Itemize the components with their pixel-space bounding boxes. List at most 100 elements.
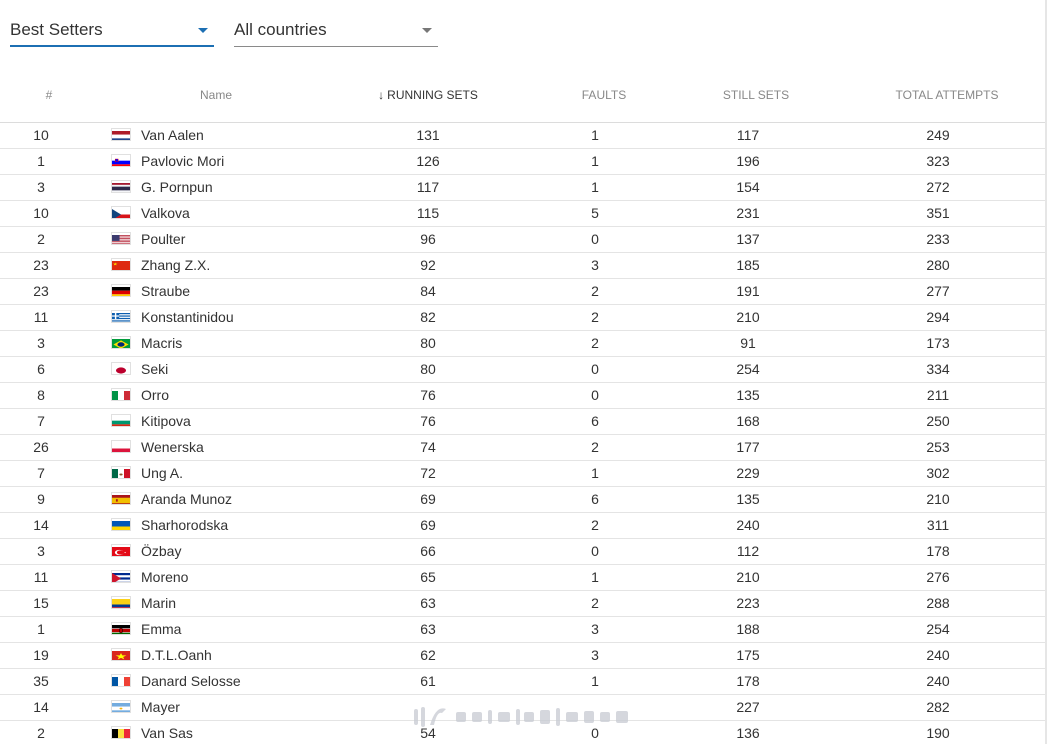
- country-select[interactable]: All countries: [234, 14, 438, 47]
- row-rank: 3: [37, 543, 45, 559]
- table-row[interactable]: 9 Aranda Munoz 69 6 135 210: [0, 487, 1045, 513]
- player-name[interactable]: D.T.L.Oanh: [141, 647, 212, 663]
- player-name[interactable]: Ung A.: [141, 465, 184, 481]
- header-running-sets-label: RUNNING SETS: [387, 88, 478, 102]
- total-attempts-value: 233: [926, 231, 950, 247]
- scrollbar[interactable]: [1045, 0, 1047, 744]
- table-row[interactable]: 1 Pavlovic Mori 126 1 196 323: [0, 149, 1045, 175]
- total-attempts-value: 272: [926, 179, 950, 195]
- still-sets-value: 112: [736, 543, 760, 559]
- table-row[interactable]: 11 Moreno 65 1 210 276: [0, 565, 1045, 591]
- table-row[interactable]: 6 Seki 80 0 254 334: [0, 357, 1045, 383]
- running-sets-value: 72: [420, 465, 436, 481]
- player-name[interactable]: Van Aalen: [141, 127, 204, 143]
- country-flag-icon: [111, 414, 131, 427]
- table-row[interactable]: 14 Mayer 227 282: [0, 695, 1045, 721]
- player-name[interactable]: Marin: [141, 595, 177, 611]
- player-name[interactable]: Macris: [141, 335, 183, 351]
- running-sets-value: 66: [420, 543, 436, 559]
- country-flag-icon: [111, 336, 131, 349]
- row-rank: 7: [37, 413, 45, 429]
- stat-category-select[interactable]: Best Setters: [10, 14, 214, 47]
- table-row[interactable]: 19 D.T.L.Oanh 62 3 175 240: [0, 643, 1045, 669]
- faults-value: 6: [591, 491, 599, 507]
- player-name[interactable]: Danard Selosse: [141, 673, 241, 689]
- running-sets-value: 84: [420, 283, 436, 299]
- player-name[interactable]: Emma: [141, 621, 182, 637]
- table-row[interactable]: 2 Poulter 96 0 137 233: [0, 227, 1045, 253]
- table-row[interactable]: 2 Van Sas 54 0 136 190: [0, 721, 1045, 744]
- player-name[interactable]: Aranda Munoz: [141, 491, 233, 507]
- faults-value: 3: [591, 647, 599, 663]
- still-sets-value: 210: [736, 309, 760, 325]
- faults-value: 0: [591, 387, 599, 403]
- table-row[interactable]: 3 Macris 80 2 91 173: [0, 331, 1045, 357]
- running-sets-value: 76: [420, 413, 436, 429]
- player-name[interactable]: Wenerska: [141, 439, 204, 455]
- header-name[interactable]: Name: [199, 88, 232, 102]
- country-flag-icon: [111, 258, 131, 271]
- table-row[interactable]: 23 Straube 84 2 191 277: [0, 279, 1045, 305]
- player-name[interactable]: Seki: [141, 361, 169, 377]
- table-row[interactable]: 23 Zhang Z.X. 92 3 185 280: [0, 253, 1045, 279]
- player-name[interactable]: Van Sas: [141, 725, 193, 741]
- player-name[interactable]: Poulter: [141, 231, 186, 247]
- header-total-attempts[interactable]: TOTAL ATTEMPTS: [895, 88, 999, 102]
- faults-value: 6: [591, 413, 599, 429]
- player-name[interactable]: Pavlovic Mori: [141, 153, 225, 169]
- table-row[interactable]: 11 Konstantinidou 82 2 210 294: [0, 305, 1045, 331]
- total-attempts-value: 250: [926, 413, 950, 429]
- table-row[interactable]: 3 Özbay 66 0 112 178: [0, 539, 1045, 565]
- row-rank: 23: [33, 283, 49, 299]
- country-flag-icon: [111, 128, 131, 141]
- header-rank[interactable]: #: [45, 88, 53, 102]
- player-name[interactable]: Özbay: [141, 543, 182, 559]
- table-row[interactable]: 26 Wenerska 74 2 177 253: [0, 435, 1045, 461]
- total-attempts-value: 323: [926, 153, 950, 169]
- total-attempts-value: 334: [926, 361, 950, 377]
- running-sets-value: 54: [420, 725, 436, 741]
- running-sets-value: 131: [416, 127, 440, 143]
- header-faults[interactable]: FAULTS: [581, 88, 627, 102]
- player-name[interactable]: Moreno: [141, 569, 189, 585]
- table-row[interactable]: 14 Sharhorodska 69 2 240 311: [0, 513, 1045, 539]
- row-rank: 1: [37, 153, 45, 169]
- total-attempts-value: 280: [926, 257, 950, 273]
- player-name[interactable]: Zhang Z.X.: [141, 257, 211, 273]
- player-name[interactable]: G. Pornpun: [141, 179, 213, 195]
- faults-value: 3: [591, 257, 599, 273]
- table-row[interactable]: 35 Danard Selosse 61 1 178 240: [0, 669, 1045, 695]
- player-name[interactable]: Straube: [141, 283, 191, 299]
- table-row[interactable]: 8 Orro 76 0 135 211: [0, 383, 1045, 409]
- player-name[interactable]: Sharhorodska: [141, 517, 229, 533]
- row-rank: 6: [37, 361, 45, 377]
- player-name[interactable]: Valkova: [141, 205, 190, 221]
- total-attempts-value: 249: [926, 127, 950, 143]
- country-flag-icon: [111, 206, 131, 219]
- table-row[interactable]: 7 Kitipova 76 6 168 250: [0, 409, 1045, 435]
- total-attempts-value: 276: [926, 569, 950, 585]
- select-underline: [234, 46, 438, 47]
- row-rank: 2: [37, 725, 45, 741]
- table-row[interactable]: 10 Van Aalen 131 1 117 249: [0, 123, 1045, 149]
- table-row[interactable]: 3 G. Pornpun 117 1 154 272: [0, 175, 1045, 201]
- player-name[interactable]: Orro: [141, 387, 169, 403]
- table-row[interactable]: 15 Marin 63 2 223 288: [0, 591, 1045, 617]
- still-sets-value: 117: [736, 127, 760, 143]
- header-still-sets[interactable]: STILL SETS: [722, 88, 790, 102]
- table-row[interactable]: 1 Emma 63 3 188 254: [0, 617, 1045, 643]
- table-row[interactable]: 10 Valkova 115 5 231 351: [0, 201, 1045, 227]
- player-name[interactable]: Kitipova: [141, 413, 191, 429]
- player-name[interactable]: Konstantinidou: [141, 309, 234, 325]
- country-flag-icon: [111, 622, 131, 635]
- header-running-sets[interactable]: ↓ RUNNING SETS: [358, 88, 498, 102]
- running-sets-value: 80: [420, 335, 436, 351]
- faults-value: 2: [591, 283, 599, 299]
- faults-value: 0: [591, 231, 599, 247]
- player-name[interactable]: Mayer: [141, 699, 180, 715]
- table-row[interactable]: 7 Ung A. 72 1 229 302: [0, 461, 1045, 487]
- running-sets-value: 115: [416, 205, 440, 221]
- still-sets-value: 185: [736, 257, 760, 273]
- faults-value: 1: [591, 179, 599, 195]
- faults-value: 1: [591, 569, 599, 585]
